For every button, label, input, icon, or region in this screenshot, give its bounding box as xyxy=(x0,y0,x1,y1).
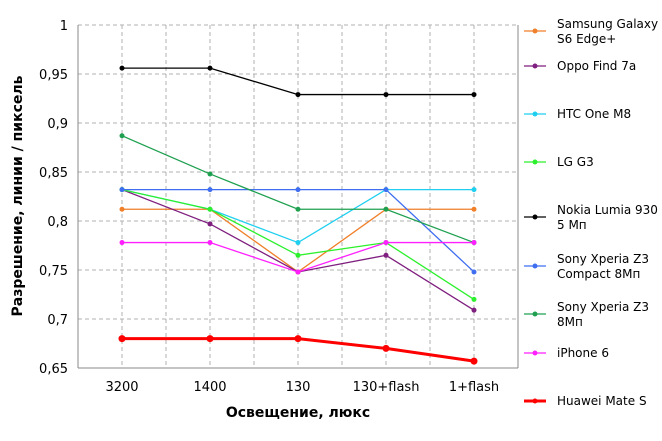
y-tick-label: 1 xyxy=(60,19,68,34)
legend-label: Sony Xperia Z3 xyxy=(557,252,649,266)
y-tick-label: 0,65 xyxy=(39,362,68,377)
legend-label: Compact 8Мп xyxy=(557,267,640,281)
legend-marker-dot xyxy=(532,398,538,404)
legend-label: Oppo Find 7a xyxy=(557,59,636,73)
legend-marker-dot xyxy=(532,350,538,356)
legend-marker-dot xyxy=(532,63,538,69)
x-tick-label: 3200 xyxy=(105,380,138,395)
data-point xyxy=(295,187,301,193)
legend-label: HTC One M8 xyxy=(557,107,631,121)
legend-marker-dot xyxy=(532,159,538,165)
data-point xyxy=(119,206,125,212)
data-point xyxy=(383,240,389,246)
data-point xyxy=(383,206,389,212)
data-point xyxy=(295,252,301,258)
legend-marker-dot xyxy=(532,214,538,220)
data-point xyxy=(207,171,213,177)
data-point xyxy=(118,335,126,343)
data-point xyxy=(295,92,301,98)
data-point xyxy=(119,65,125,71)
data-point xyxy=(383,92,389,98)
y-tick-label: 0,95 xyxy=(39,68,68,83)
data-point xyxy=(471,307,477,313)
y-tick-label: 0,75 xyxy=(39,264,68,279)
data-point xyxy=(471,296,477,302)
data-point xyxy=(471,269,477,275)
x-tick-label: 130 xyxy=(286,380,311,395)
data-point xyxy=(119,187,125,193)
data-point xyxy=(207,65,213,71)
data-point xyxy=(294,335,302,343)
legend-marker-dot xyxy=(532,263,538,269)
y-tick-label: 0,9 xyxy=(47,117,68,132)
legend-marker-dot xyxy=(532,28,538,34)
legend-marker-dot xyxy=(532,111,538,117)
data-point xyxy=(471,187,477,193)
legend-label: 5 Мп xyxy=(557,218,587,232)
data-point xyxy=(471,240,477,246)
data-point xyxy=(207,187,213,193)
legend-label: 8Мп xyxy=(557,315,583,329)
data-point xyxy=(382,344,390,352)
data-point xyxy=(119,133,125,139)
legend-label: Huawei Mate S xyxy=(557,394,647,408)
data-point xyxy=(470,357,478,365)
y-tick-label: 0,7 xyxy=(47,313,68,328)
legend-marker-dot xyxy=(532,311,538,317)
legend-label: iPhone 6 xyxy=(557,346,609,360)
legend-label: Samsung Galaxy xyxy=(557,17,658,31)
y-axis-label: Разрешение, линии / пиксель xyxy=(10,75,26,316)
data-point xyxy=(471,92,477,98)
data-point xyxy=(119,240,125,246)
data-point xyxy=(295,269,301,275)
x-tick-label: 130+flash xyxy=(353,380,420,395)
data-point xyxy=(383,187,389,193)
x-tick-label: 1+flash xyxy=(449,380,499,395)
data-point xyxy=(471,206,477,212)
y-tick-label: 0,85 xyxy=(39,166,68,181)
legend-label: S6 Edge+ xyxy=(557,32,616,46)
legend-label: Nokia Lumia 930 xyxy=(557,203,658,217)
data-point xyxy=(206,335,214,343)
y-tick-label: 0,8 xyxy=(47,215,68,230)
legend-label: LG G3 xyxy=(557,155,594,169)
data-point xyxy=(207,206,213,212)
data-point xyxy=(207,221,213,227)
data-point xyxy=(383,252,389,258)
data-point xyxy=(207,240,213,246)
x-axis-label: Освещение, люкс xyxy=(226,405,370,421)
data-point xyxy=(295,240,301,246)
x-tick-label: 1400 xyxy=(193,380,226,395)
data-point xyxy=(295,206,301,212)
legend-label: Sony Xperia Z3 xyxy=(557,300,649,314)
